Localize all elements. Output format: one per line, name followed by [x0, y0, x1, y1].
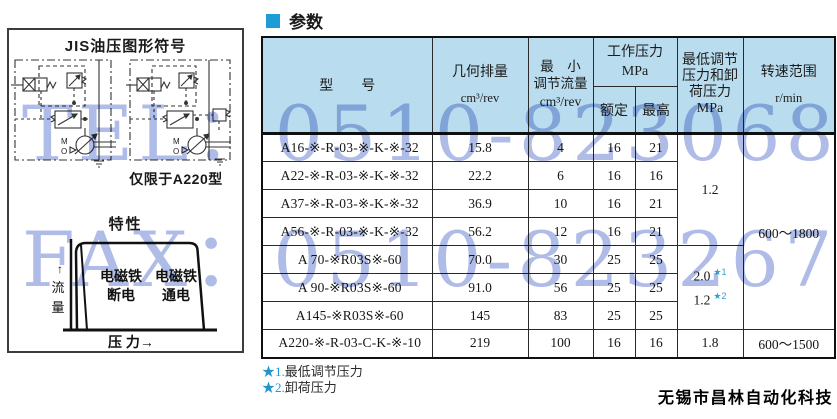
speed-range-merged-cell: 600～1800 — [742, 132, 836, 330]
curve-label-deenergized-1: 电磁铁 — [100, 268, 142, 284]
model-cell: A22-※-R-03-※-K-※-32 — [261, 161, 433, 190]
hydraulic-circuit-diagram-standard: M O — [11, 59, 116, 168]
jis-symbol-panel: JIS油压图形符号 — [7, 28, 244, 353]
min-flow-cell: 12 — [527, 217, 594, 246]
footnote-2: ★2.卸荷压力 — [262, 380, 363, 396]
footnote-1-marker: ★1. — [262, 364, 285, 379]
min-adj-pressure-merged-cell: 1.2 — [676, 132, 744, 246]
col-header-min-flow: 最 小 调节流量 cm³/rev — [527, 36, 594, 134]
characteristic-curve-chart: ↑ 流 量 电磁铁 断电 电磁铁 通电 压 力→ — [51, 239, 217, 350]
footnotes: ★1.最低调节压力 ★2.卸荷压力 — [262, 364, 363, 396]
max-pressure-cell: 25 — [634, 273, 678, 302]
a220-only-note: 仅限于A220型 — [129, 171, 223, 187]
max-pressure-cell: 21 — [634, 217, 678, 246]
model-cell: A16-※-R-03-※-K-※-32 — [261, 132, 433, 162]
max-pressure-cell: 25 — [634, 301, 678, 330]
min-flow-cell: 100 — [527, 329, 594, 358]
displacement-cell: 15.8 — [431, 132, 529, 162]
panel-title: JIS油压图形符号 — [64, 38, 187, 55]
table-row: A37-※-R-03-※-K-※-32 36.9 10 16 21 — [261, 189, 835, 218]
rated-pressure-cell: 16 — [592, 132, 636, 162]
pump-suction-label-o: O — [173, 147, 179, 156]
displacement-cell: 56.2 — [431, 217, 529, 246]
curve-label-energized-1: 电磁铁 — [155, 268, 197, 284]
table-row: A145-※R03S※-60 145 83 25 25 — [261, 301, 835, 330]
blue-square-bullet-icon — [266, 13, 280, 28]
pump-drain-label-m: M — [173, 137, 180, 146]
col-header-model: 型 号 — [261, 36, 433, 134]
table-row: A 70-※R03S※-60 70.0 30 25 25 2.0 ★1 1.2 ★2 — [261, 245, 835, 330]
curve-label-deenergized-2: 断电 — [107, 287, 135, 303]
displacement-cell: 219 — [431, 329, 529, 358]
footnote-1: ★1.最低调节压力 — [262, 364, 363, 380]
min-adj-pressure-merged-cell: 2.0 ★1 1.2 ★2 — [676, 245, 744, 330]
model-cell: A37-※-R-03-※-K-※-32 — [261, 189, 433, 218]
rated-pressure-cell: 16 — [592, 217, 636, 246]
model-cell: A56-※-R-03-※-K-※-32 — [261, 217, 433, 246]
y-axis-arrow: ↑ — [57, 262, 63, 276]
x-axis-label-pressure: 压 力→ — [108, 334, 154, 350]
characteristics-title: 特性 — [108, 216, 143, 233]
rated-pressure-cell: 25 — [592, 301, 636, 330]
col-header-displacement: 几何排量 cm³/rev — [431, 36, 529, 134]
footnote-ref-1: ★1 — [713, 266, 727, 277]
section-title: 参数 — [289, 13, 323, 32]
footnote-ref-2: ★2 — [713, 291, 727, 301]
displacement-cell: 22.2 — [431, 161, 529, 190]
max-pressure-cell: 16 — [634, 329, 678, 358]
table-row: A56-※-R-03-※-K-※-32 56.2 12 16 21 — [261, 217, 835, 246]
curve-label-energized-2: 通电 — [162, 287, 190, 303]
pump-drain-label-m: M — [61, 137, 68, 146]
model-cell: A145-※R03S※-60 — [261, 301, 433, 330]
min-adj-pressure-cell: 1.8 — [676, 329, 744, 358]
hydraulic-diagrams: M O — [10, 55, 240, 169]
model-cell: A 70-※R03S※-60 — [261, 245, 433, 274]
model-cell: A220-※-R-03-C-K-※-10 — [261, 329, 433, 358]
rated-pressure-cell: 16 — [592, 329, 636, 358]
displacement-cell: 70.0 — [431, 245, 529, 274]
rated-pressure-cell: 25 — [592, 245, 636, 274]
footnote-2-marker: ★2. — [262, 380, 285, 395]
max-pressure-cell: 25 — [634, 245, 678, 274]
min-flow-cell: 30 — [527, 245, 594, 274]
y-axis-label-flow-1: 流 — [51, 280, 64, 295]
rated-pressure-cell: 16 — [592, 189, 636, 218]
col-header-speed-range: 转速范围 r/min — [742, 36, 836, 134]
table-row: A 90-※R03S※-60 91.0 56 25 25 — [261, 273, 835, 302]
y-axis-label-flow-2: 量 — [51, 300, 64, 315]
min-flow-cell: 10 — [527, 189, 594, 218]
pump-suction-label-o: O — [61, 147, 67, 156]
col-header-min-adj-pressure: 最低调节 压力和卸 荷压力 MPa — [676, 36, 744, 134]
col-header-max: 最高 — [634, 86, 678, 134]
table-row: A220-※-R-03-C-K-※-10 219 100 16 16 1.8 6… — [261, 329, 836, 358]
col-header-working-pressure: 工作压力 MPa — [592, 36, 678, 87]
model-cell: A 90-※R03S※-60 — [261, 273, 433, 302]
min-flow-cell: 56 — [527, 273, 594, 302]
footnote-2-text: 卸荷压力 — [284, 380, 337, 395]
col-header-rated: 额定 — [592, 86, 636, 134]
min-flow-cell: 4 — [527, 132, 594, 162]
section-heading: 参数 — [266, 8, 323, 33]
hydraulic-circuit-diagram-a220: M O — [126, 59, 232, 166]
parameters-table: 型 号 几何排量 cm³/rev 最 小 调节流量 cm³/rev 工作压力 M… — [261, 36, 836, 359]
speed-range-cell: 600～1500 — [742, 329, 836, 358]
table-row: A16-※-R-03-※-K-※-32 15.8 4 16 21 1.2 600… — [261, 132, 836, 330]
displacement-cell: 36.9 — [431, 189, 529, 218]
displacement-cell: 145 — [431, 301, 529, 330]
max-pressure-cell: 21 — [634, 132, 678, 162]
company-name: 无锡市昌林自动化科技 — [657, 390, 833, 407]
footnote-1-text: 最低调节压力 — [284, 364, 363, 379]
min-flow-cell: 6 — [527, 161, 594, 190]
displacement-cell: 91.0 — [431, 273, 529, 302]
rated-pressure-cell: 16 — [592, 161, 636, 190]
max-pressure-cell: 21 — [634, 189, 678, 218]
max-pressure-cell: 16 — [634, 161, 678, 190]
rated-pressure-cell: 25 — [592, 273, 636, 302]
min-flow-cell: 83 — [527, 301, 594, 330]
